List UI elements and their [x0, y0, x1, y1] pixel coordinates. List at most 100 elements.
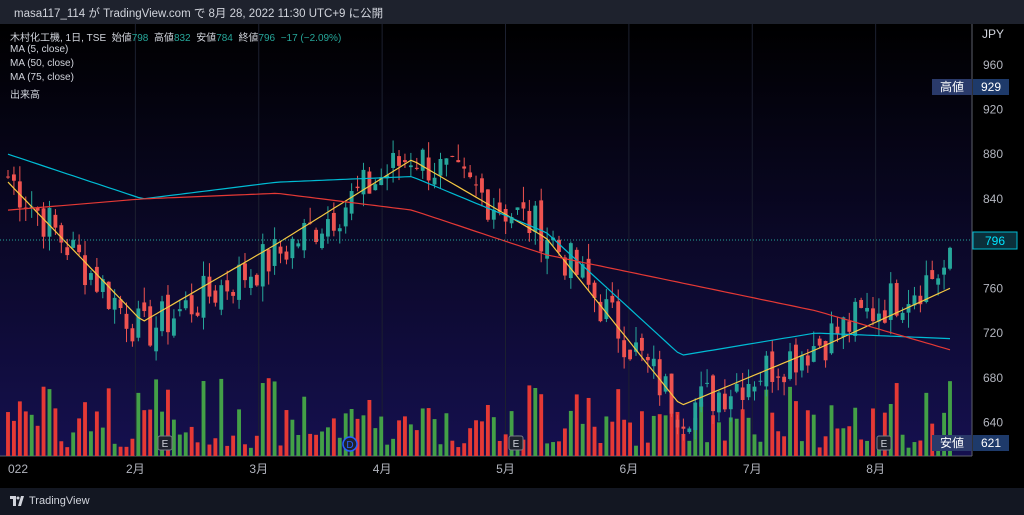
- candle-body: [764, 355, 769, 387]
- volume-bar: [799, 441, 804, 456]
- candle-body: [853, 301, 858, 336]
- volume-bar: [557, 441, 561, 456]
- volume-bar: [320, 431, 324, 456]
- candle-body: [450, 155, 455, 157]
- volume-bar: [408, 424, 413, 456]
- candle-body: [337, 228, 342, 232]
- time-tick: 022: [8, 462, 28, 476]
- legend-ma75[interactable]: MA (75, close): [10, 72, 74, 83]
- candle-body: [379, 177, 384, 186]
- legend-symbol-row: 木村化工機, 1日, TSE 始値798 高値832 安値784 終値796 −…: [10, 29, 341, 44]
- low-legend-label: 安値: [196, 33, 217, 44]
- price-axis-background: [972, 24, 1024, 488]
- volume-bar: [740, 409, 745, 456]
- tradingview-logo[interactable]: TradingView: [10, 495, 90, 507]
- candle-body: [545, 239, 550, 259]
- candle-body: [906, 304, 911, 313]
- candle-body: [355, 186, 360, 189]
- candle-body: [438, 159, 443, 176]
- dividend-marker[interactable]: D: [342, 436, 358, 452]
- time-tick: 3月: [249, 462, 268, 476]
- legend-ma5[interactable]: MA (5, close): [10, 44, 69, 55]
- candle-body: [11, 174, 16, 181]
- ma-line: [7, 192, 951, 351]
- volume-bar: [29, 414, 34, 456]
- volume-bar: [764, 389, 769, 456]
- candle-body: [823, 341, 828, 361]
- candle-body: [746, 383, 751, 398]
- candle-body: [734, 383, 739, 392]
- volume-bar: [758, 441, 763, 456]
- volume-bar: [201, 381, 206, 456]
- volume-bar: [118, 446, 123, 456]
- volume-bar: [622, 419, 627, 456]
- volume-bar: [651, 415, 656, 456]
- candle-body: [462, 166, 467, 169]
- low-legend-value: 784: [216, 33, 233, 44]
- candlestick-chart[interactable]: JPY 960920880840800760720680640 高値 929 7…: [0, 24, 1024, 488]
- volume-bar: [829, 405, 834, 456]
- price-tick: 880: [983, 147, 1003, 161]
- tradingview-brand: TradingView: [29, 495, 90, 507]
- volume-bar: [83, 402, 87, 456]
- volume-bar: [237, 409, 241, 456]
- candle-body: [699, 386, 704, 407]
- earnings-marker[interactable]: E: [876, 435, 892, 451]
- candle-body: [616, 301, 621, 339]
- volume-bar: [47, 389, 52, 456]
- candle-body: [717, 392, 721, 413]
- candle-body: [35, 207, 40, 211]
- volume-bar: [112, 443, 117, 456]
- candle-body: [568, 243, 573, 279]
- chart-area[interactable]: JPY 960920880840800760720680640 高値 929 7…: [0, 24, 1024, 488]
- legend-volume[interactable]: 出来高: [10, 90, 40, 101]
- candle-body: [6, 176, 10, 178]
- candle-body: [47, 207, 52, 237]
- price-tick: 920: [983, 102, 1003, 116]
- candle-body: [320, 233, 324, 249]
- currency-label: JPY: [982, 27, 1004, 41]
- volume-bar: [243, 444, 247, 456]
- high-legend-value: 832: [173, 33, 191, 44]
- volume-bar: [177, 434, 182, 456]
- volume-bar: [592, 426, 597, 456]
- candle-body: [266, 249, 271, 272]
- volume-bar: [373, 428, 378, 456]
- volume-bar: [645, 442, 650, 456]
- candle-body: [936, 278, 941, 285]
- earnings-marker[interactable]: E: [157, 435, 173, 451]
- volume-bar: [17, 401, 22, 456]
- legend-ma50[interactable]: MA (50, close): [10, 58, 74, 69]
- volume-bar: [124, 446, 129, 456]
- high-legend-label: 高値: [153, 33, 174, 44]
- volume-bar: [527, 385, 532, 456]
- candle-body: [817, 338, 822, 346]
- price-tick: 640: [983, 415, 1003, 429]
- candle-body: [397, 156, 401, 166]
- candle-body: [865, 307, 869, 312]
- volume-bar: [823, 436, 828, 456]
- volume-bar: [272, 381, 277, 456]
- candle-body: [100, 279, 105, 292]
- volume-bar: [6, 412, 10, 456]
- candle-body: [124, 313, 129, 329]
- candle-body: [474, 184, 478, 186]
- candle-body: [302, 222, 307, 251]
- candle-body: [225, 280, 230, 292]
- candle-body: [876, 313, 881, 322]
- volume-bar: [71, 432, 76, 456]
- volume-bar: [308, 433, 313, 456]
- candle-body: [562, 257, 567, 276]
- volume-bar: [296, 434, 301, 456]
- candle-body: [248, 276, 253, 288]
- published-header-text: masa117_114 が TradingView.com で 8月 28, 2…: [14, 8, 384, 20]
- candle-body: [112, 297, 117, 310]
- candle-body: [497, 202, 502, 212]
- candle-body: [325, 219, 330, 237]
- volume-bar: [278, 445, 283, 456]
- candle-body: [142, 302, 147, 312]
- volume-bar: [776, 431, 781, 456]
- volume-bar: [189, 426, 194, 456]
- volume-bar: [23, 411, 28, 456]
- earnings-marker[interactable]: E: [508, 435, 524, 451]
